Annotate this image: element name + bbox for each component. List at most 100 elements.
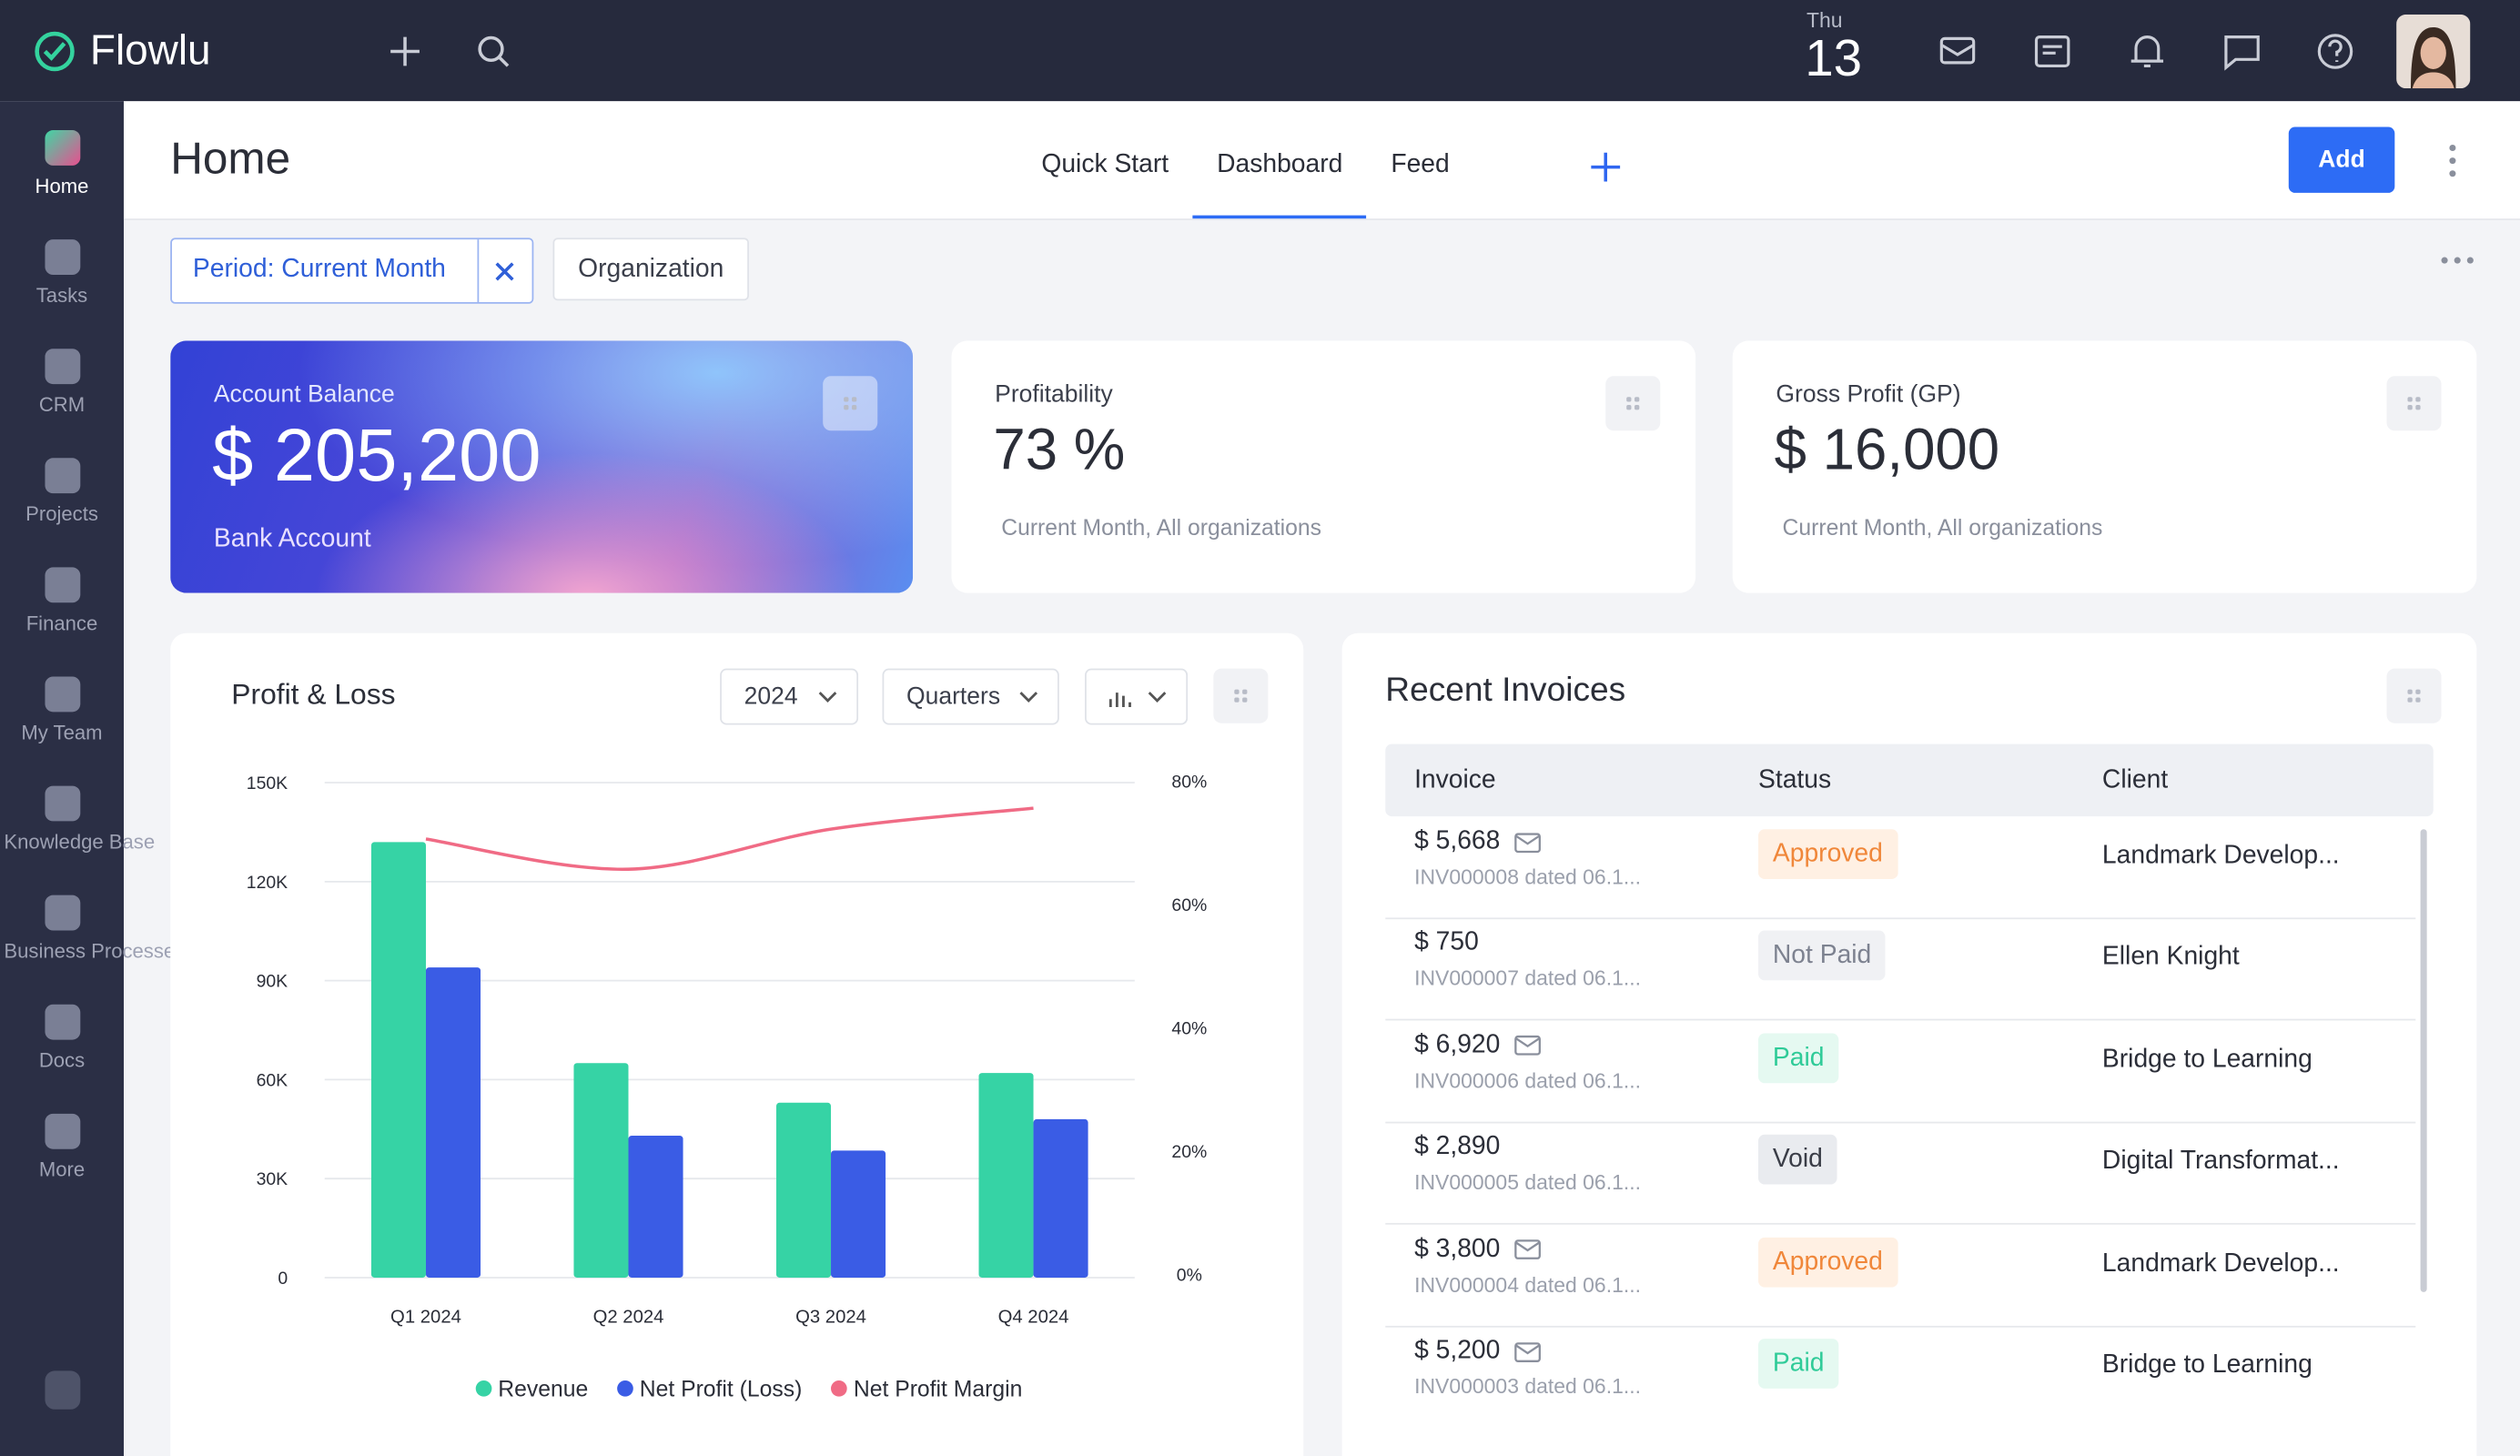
help-icon[interactable] [2317,34,2353,69]
column-header[interactable]: Client [2101,766,2169,794]
sidebar-label[interactable]: Business Processes [4,940,186,963]
sidebar-label[interactable]: Finance [25,612,98,635]
legend-item[interactable]: Net Profit Margin [831,1376,1022,1401]
drag-handle[interactable] [1605,376,1661,431]
drag-handle[interactable] [2386,668,2442,723]
sidebar-item[interactable]: Business Processes [0,895,186,965]
sidebar-item[interactable]: Knowledge Base [0,785,156,855]
sidebar-item[interactable]: My Team [0,676,124,745]
invoice-row[interactable]: $ 750 INV000007 dated 06.1... Not Paid Elle… [1385,918,2416,1022]
card-value: $ 16,000 [1774,416,2000,482]
sidebar-label[interactable]: Home [35,175,89,198]
sidebar-item[interactable]: Finance [0,567,124,636]
scrollbar[interactable] [2420,829,2427,1292]
avatar[interactable] [2396,14,2471,89]
organization-filter[interactable]: Organization [552,238,749,301]
invoice-row[interactable]: $ 2,890 INV000005 dated 06.1... Void Digita… [1385,1122,2416,1226]
column-header[interactable]: Status [1758,766,1832,794]
status-badge: Not Paid [1758,931,1887,981]
drag-handle[interactable] [823,376,878,431]
client-name: Digital Transformat... [2101,1148,2340,1176]
mail-icon[interactable] [1939,36,1976,65]
sidebar-icon [44,1113,80,1149]
sidebar-label[interactable]: CRM [38,393,86,417]
tab[interactable]: Dashboard [1192,101,1367,219]
email-icon [1514,1239,1542,1260]
add-button[interactable]: Add [2288,126,2395,193]
sidebar-icon [44,895,80,931]
sidebar-icon [44,239,80,275]
legend-item[interactable]: Net Profit (Loss) [617,1376,802,1401]
sidebar-item[interactable]: Tasks [0,239,124,308]
search-button[interactable] [476,34,511,69]
period-filter-label[interactable]: Period: Current Month [192,255,446,283]
sidebar-icon [44,349,80,385]
sidebar-item[interactable]: Docs [0,1004,124,1074]
sidebar-bottom-icon[interactable] [45,1370,81,1410]
invoice-row[interactable]: $ 3,800 INV000004 dated 06.1... Approved La… [1385,1224,2416,1327]
year-select[interactable]: 2024 [720,668,859,725]
drag-handle[interactable] [1213,668,1269,723]
panel-title: Recent Invoices [1385,672,1626,709]
client-name: Landmark Develop... [2101,1249,2340,1278]
amount-text: $ 3,800 [1414,1235,1501,1263]
profitability-card[interactable] [951,340,1696,593]
bell-icon[interactable] [2130,35,2164,67]
legend-item[interactable]: Revenue [475,1376,588,1401]
balance-card[interactable] [170,340,914,593]
chat-icon[interactable] [2224,35,2260,71]
sidebar-label[interactable]: My Team [21,721,103,744]
drag-handle[interactable] [2386,376,2442,431]
logo-text[interactable]: Flowlu [89,25,211,75]
period-filter[interactable] [170,238,534,304]
email-icon [1514,1341,1542,1362]
day-number[interactable]: 13 [1805,28,1863,87]
invoice-amount: $ 5,668 [1414,827,1542,856]
notes-icon[interactable] [2034,35,2070,67]
sidebar-item[interactable]: Projects [0,458,124,527]
period-select[interactable]: Quarters [882,668,1059,725]
tab[interactable]: Feed [1391,151,1450,179]
sidebar-label[interactable]: Docs [38,1049,86,1072]
sidebar-label[interactable]: Tasks [35,284,88,308]
more-menu[interactable] [2443,141,2462,179]
x-tick-label: Q3 2024 [795,1307,866,1327]
header [123,101,2520,220]
card-value: $ 205,200 [212,412,541,497]
filters-menu[interactable] [2440,254,2475,267]
invoice-row[interactable]: $ 6,920 INV000006 dated 06.1... Paid Bridge… [1385,1020,2416,1124]
logo-icon [35,31,75,72]
sidebar-label[interactable]: Projects [25,502,98,526]
legend-label: Net Profit Margin [853,1375,1023,1401]
chart: 0 30K 60K 90K 120K 150K 0% 20% 40% 60% 80% Q1 2024 Q… [247,772,1207,1327]
invoice-amount: $ 750 [1414,929,1479,958]
y2-tick-label: 40% [1171,1018,1207,1038]
clear-filter[interactable] [493,260,516,283]
sidebar-icon [44,458,80,494]
sidebar-icon [44,130,80,166]
invoice-number: INV000006 dated 06.1... [1414,1068,1642,1093]
add-tab-button[interactable] [1588,149,1624,185]
sidebar-item[interactable]: More [0,1113,124,1183]
invoice-row[interactable]: $ 5,668 INV000008 dated 06.1... Approved La… [1385,816,2416,920]
invoice-row[interactable]: $ 5,200 INV000003 dated 06.1... Paid Bridge… [1385,1326,2415,1427]
y-tick-label: 150K [247,774,288,794]
column-header[interactable]: Invoice [1414,766,1496,794]
card-note: Current Month, All organizations [1782,514,2103,541]
gross-profit-card[interactable] [1732,340,2477,593]
sidebar-label[interactable]: Knowledge Base [4,831,156,854]
select-value: Quarters [906,682,1001,711]
create-button[interactable] [388,34,423,69]
chart-icon [1108,693,1131,708]
sidebar-label[interactable]: More [38,1158,86,1182]
sidebar-item[interactable]: CRM [0,349,124,418]
tab[interactable]: Quick Start [1041,151,1169,179]
invoice-number: INV000004 dated 06.1... [1414,1271,1642,1297]
chart-type-select[interactable] [1085,668,1189,725]
sidebar-item[interactable]: Home [0,130,124,199]
invoice-number: INV000003 dated 06.1... [1414,1373,1642,1399]
page-title: Home [170,133,291,184]
chevron [1019,692,1038,703]
